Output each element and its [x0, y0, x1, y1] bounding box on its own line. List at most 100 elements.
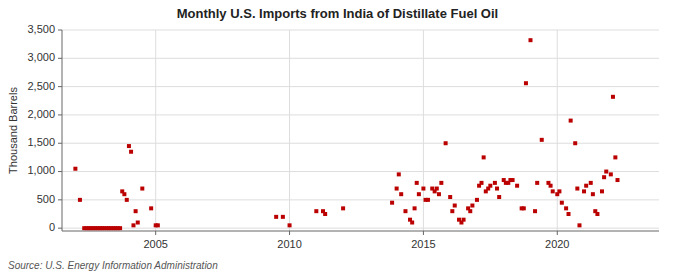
grid-line: [62, 171, 659, 172]
point: [540, 138, 544, 142]
point: [577, 223, 581, 227]
point: [426, 198, 430, 202]
point: [569, 119, 573, 123]
point: [535, 181, 539, 185]
point: [274, 215, 278, 219]
point: [149, 206, 153, 210]
point: [136, 221, 140, 225]
tick-label: 0: [49, 221, 55, 233]
background: [0, 0, 675, 275]
point: [551, 189, 555, 193]
point: [533, 209, 537, 213]
point: [281, 215, 285, 219]
point: [522, 206, 526, 210]
point: [341, 206, 345, 210]
point: [78, 198, 82, 202]
point: [435, 187, 439, 191]
point: [450, 209, 454, 213]
point: [131, 223, 135, 227]
tick-label: 500: [37, 193, 55, 205]
point: [600, 189, 604, 193]
point: [288, 223, 292, 227]
tick-mark: [58, 199, 62, 200]
point: [413, 206, 417, 210]
tick-label: 2,500: [27, 80, 55, 92]
point: [595, 212, 599, 216]
tick-label: 3,000: [27, 51, 55, 63]
tick-label: 2015: [411, 238, 435, 250]
point: [582, 189, 586, 193]
grid-line: [62, 199, 659, 200]
point: [439, 181, 443, 185]
tick-mark: [58, 30, 62, 31]
grid-line: [62, 228, 659, 229]
grid-line: [62, 143, 659, 144]
tick-mark: [58, 86, 62, 87]
point: [118, 226, 122, 230]
point: [314, 209, 318, 213]
tick-mark: [58, 143, 62, 144]
grid-line: [289, 30, 290, 231]
point: [515, 184, 519, 188]
point: [589, 181, 593, 185]
tick-mark: [58, 228, 62, 229]
point: [127, 144, 131, 148]
point: [497, 195, 501, 199]
point: [488, 184, 492, 188]
x-axis-line: [62, 231, 659, 232]
point: [609, 172, 613, 176]
tick-mark: [58, 114, 62, 115]
tick-mark: [289, 231, 290, 235]
point: [448, 195, 452, 199]
y-axis-label: Thousand Barrels: [7, 87, 19, 174]
point: [125, 198, 129, 202]
tick-mark: [58, 58, 62, 59]
point: [417, 192, 421, 196]
point: [395, 187, 399, 191]
point: [482, 155, 486, 159]
point: [323, 212, 327, 216]
point: [73, 167, 77, 171]
point: [524, 81, 528, 85]
point: [156, 223, 160, 227]
points: [73, 38, 619, 230]
point: [122, 192, 126, 196]
tick-label: 1,500: [27, 136, 55, 148]
tick-label: 3,500: [27, 23, 55, 35]
point: [567, 212, 571, 216]
point: [611, 95, 615, 99]
point: [470, 204, 474, 208]
point: [613, 155, 617, 159]
point: [390, 201, 394, 205]
point: [495, 187, 499, 191]
tick-mark: [58, 171, 62, 172]
point: [475, 198, 479, 202]
axes: 0 500 1,000 1,500 2,000 2,500 3,000 3,500 2005 20…: [27, 23, 659, 250]
point: [616, 178, 620, 182]
point: [549, 184, 553, 188]
point: [528, 38, 532, 42]
tick-label: 2,000: [27, 108, 55, 120]
point: [453, 204, 457, 208]
chart: 0 500 1,000 1,500 2,000 2,500 3,000 3,500 2005 20…: [0, 0, 675, 275]
tick-label: 1,000: [27, 164, 55, 176]
point: [129, 150, 133, 154]
point: [511, 178, 515, 182]
y-axis-line: [62, 30, 63, 231]
title: Monthly U.S. Imports from India of Disti…: [177, 6, 498, 21]
tick-label: 2020: [545, 238, 569, 250]
point: [437, 192, 441, 196]
point: [421, 187, 425, 191]
tick-mark: [155, 231, 156, 235]
tick-label: 2005: [143, 238, 167, 250]
tick-mark: [423, 231, 424, 235]
point: [584, 184, 588, 188]
grid-line: [62, 58, 659, 59]
point: [564, 206, 568, 210]
grid-line: [62, 86, 659, 87]
point: [560, 201, 564, 205]
point: [134, 209, 138, 213]
grid-line: [155, 30, 156, 231]
point: [557, 189, 561, 193]
point: [462, 218, 466, 222]
